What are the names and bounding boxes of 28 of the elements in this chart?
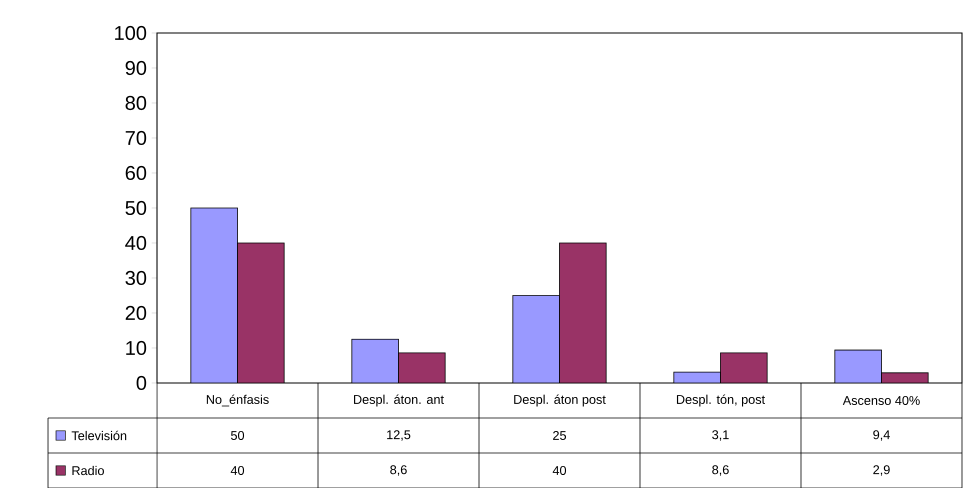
data-label: 25 bbox=[553, 431, 566, 440]
data-label: 2,9 bbox=[873, 465, 890, 476]
x-tick-label: Despl. tón, post bbox=[676, 394, 765, 406]
data-label: 9,4 bbox=[873, 430, 890, 441]
data-label: 3,1 bbox=[712, 430, 729, 441]
legend-label: Televisión bbox=[72, 430, 126, 440]
data-label: 40 bbox=[230, 466, 244, 475]
data-label: 12,5 bbox=[387, 430, 410, 441]
y-tick-label: 40 bbox=[125, 236, 146, 250]
x-tick-label: Despl. áton. ant bbox=[354, 394, 444, 406]
y-tick-label: 0 bbox=[136, 376, 146, 390]
y-tick-label: 50 bbox=[126, 200, 146, 216]
y-tick-label: 30 bbox=[125, 270, 146, 286]
data-label: 8,6 bbox=[390, 465, 407, 476]
legend-label: Radio bbox=[72, 466, 104, 476]
y-tick-label: 100 bbox=[115, 26, 146, 40]
x-tick-label: Ascenso 40% bbox=[842, 396, 920, 405]
y-tick-label: 90 bbox=[126, 60, 146, 76]
data-label: 40 bbox=[552, 466, 566, 475]
data-label: 8,6 bbox=[712, 465, 729, 476]
y-tick-label: 10 bbox=[126, 340, 146, 356]
x-tick-label: Despl. áton post bbox=[514, 394, 606, 406]
y-tick-label: 70 bbox=[126, 130, 146, 146]
x-tick-label: No_énfasis bbox=[206, 394, 269, 406]
y-tick-label: 20 bbox=[126, 306, 146, 320]
y-tick-label: 60 bbox=[126, 166, 146, 180]
y-tick-label: 80 bbox=[126, 96, 146, 110]
data-label: 50 bbox=[230, 431, 244, 440]
